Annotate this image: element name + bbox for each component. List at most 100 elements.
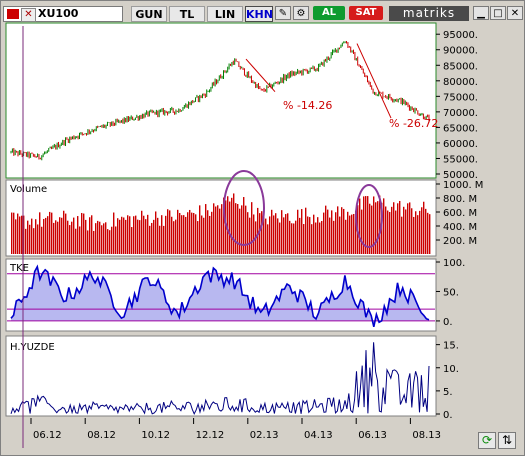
currency-button[interactable]: TL bbox=[169, 6, 205, 22]
volume-bar bbox=[101, 225, 103, 254]
volume-bar bbox=[369, 203, 371, 254]
volume-bar bbox=[113, 212, 115, 254]
volume-bar bbox=[109, 230, 111, 254]
volume-bar bbox=[41, 226, 43, 254]
volume-bar bbox=[219, 208, 221, 254]
volume-bar bbox=[363, 196, 365, 254]
tke-line bbox=[10, 264, 430, 327]
volume-bar bbox=[355, 210, 357, 254]
volume-bar bbox=[35, 219, 37, 254]
volume-bar bbox=[151, 222, 153, 254]
volume-bar bbox=[411, 208, 413, 254]
tke-y-axis: 100. 50. 0. bbox=[436, 258, 465, 328]
price-panel[interactable] bbox=[5, 22, 437, 179]
refresh-icon[interactable]: ⟳ bbox=[478, 432, 496, 449]
close-symbol-icon[interactable]: ✕ bbox=[21, 8, 36, 22]
volume-bar bbox=[305, 207, 307, 254]
hyuzde-label: H.YUZDE bbox=[10, 342, 55, 353]
volume-bar bbox=[379, 195, 381, 254]
date-tick-label: 08.12 bbox=[87, 430, 116, 441]
volume-bar bbox=[271, 209, 273, 254]
price-tick-label: 95000. bbox=[443, 30, 478, 41]
volume-bar bbox=[39, 212, 41, 254]
volume-bar bbox=[317, 217, 319, 254]
volume-bar bbox=[163, 225, 165, 254]
annotation-drop-2: % -26.72 bbox=[389, 117, 438, 130]
volume-bars bbox=[11, 193, 431, 254]
volume-bar bbox=[371, 205, 373, 254]
chart-area[interactable]: 95000. 90000. 85000. 80000. 75000. 70000. 6500… bbox=[5, 22, 517, 452]
volume-tick-label: 600. M bbox=[443, 208, 477, 219]
volume-bar bbox=[127, 215, 129, 254]
annotation-drop-1: % -14.26 bbox=[283, 99, 332, 112]
price-tick-label: 80000. bbox=[443, 77, 478, 88]
volume-bar bbox=[31, 218, 33, 254]
volume-bar bbox=[375, 202, 377, 254]
volume-bar bbox=[417, 215, 419, 254]
volume-bar bbox=[13, 212, 15, 254]
volume-bar bbox=[91, 215, 93, 254]
volume-bar bbox=[153, 219, 155, 254]
scale-button[interactable]: LIN bbox=[207, 6, 243, 22]
price-y-axis: 95000. 90000. 85000. 80000. 75000. 70000. 6500… bbox=[436, 30, 478, 181]
volume-bar bbox=[235, 203, 237, 254]
volume-bar bbox=[421, 207, 423, 254]
volume-bar bbox=[79, 226, 81, 254]
volume-bar bbox=[53, 222, 55, 254]
volume-bar bbox=[23, 215, 25, 254]
volume-bar bbox=[217, 205, 219, 254]
volume-bar bbox=[425, 208, 427, 254]
hyuzde-panel[interactable] bbox=[5, 335, 437, 417]
sell-button[interactable]: SAT bbox=[349, 6, 383, 20]
minimize-icon[interactable]: ▁ bbox=[473, 6, 489, 20]
volume-bar bbox=[229, 201, 231, 254]
volume-bar bbox=[71, 221, 73, 254]
volume-bar bbox=[395, 210, 397, 254]
trend-line-1 bbox=[245, 58, 276, 93]
volume-bar bbox=[413, 216, 415, 254]
volume-bar bbox=[167, 209, 169, 254]
tke-label: TKE bbox=[9, 263, 29, 274]
volume-bar bbox=[389, 212, 391, 254]
maximize-icon[interactable]: □ bbox=[490, 6, 506, 20]
khn-button[interactable]: KHN bbox=[245, 6, 273, 22]
symbol-selector[interactable]: ✕ XU100 bbox=[3, 6, 123, 22]
price-series bbox=[10, 40, 430, 161]
tke-tick-label: 100. bbox=[443, 258, 465, 269]
volume-bar bbox=[209, 215, 211, 254]
volume-bar bbox=[291, 223, 293, 254]
volume-bar bbox=[335, 212, 337, 254]
tke-series bbox=[7, 264, 435, 327]
date-tick-label: 02.13 bbox=[250, 430, 279, 441]
volume-bar bbox=[337, 206, 339, 254]
volume-bar bbox=[51, 212, 53, 254]
edit-icon[interactable]: ✎ bbox=[275, 6, 291, 20]
date-tick-label: 06.13 bbox=[358, 430, 387, 441]
volume-tick-label: 1000. M bbox=[443, 180, 483, 191]
volume-bar bbox=[183, 215, 185, 254]
volume-bar bbox=[257, 207, 259, 254]
tke-tick-label: 0. bbox=[443, 317, 453, 328]
volume-bar bbox=[73, 217, 75, 254]
volume-bar bbox=[21, 215, 23, 254]
scroll-icon[interactable]: ⇅ bbox=[498, 432, 516, 449]
toolbar: ✕ XU100 GUN TL LIN KHN ✎ ⚙ AL SAT matrik… bbox=[3, 4, 523, 23]
volume-bar bbox=[97, 220, 99, 254]
volume-bar bbox=[107, 229, 109, 254]
price-tick-label: 50000. bbox=[443, 170, 478, 181]
tools-icon[interactable]: ⚙ bbox=[293, 6, 309, 20]
volume-bar bbox=[367, 196, 369, 254]
volume-bar bbox=[27, 220, 29, 254]
date-tick-label: 08.13 bbox=[412, 430, 441, 441]
buy-button[interactable]: AL bbox=[313, 6, 345, 20]
volume-bar bbox=[93, 230, 95, 254]
volume-bar bbox=[211, 211, 213, 254]
volume-bar bbox=[197, 221, 199, 254]
volume-bar bbox=[147, 214, 149, 254]
price-tick-label: 85000. bbox=[443, 61, 478, 72]
period-button[interactable]: GUN bbox=[131, 6, 167, 22]
close-icon[interactable]: ✕ bbox=[507, 6, 523, 20]
volume-bar bbox=[63, 210, 65, 254]
hyuzde-line bbox=[10, 342, 430, 415]
